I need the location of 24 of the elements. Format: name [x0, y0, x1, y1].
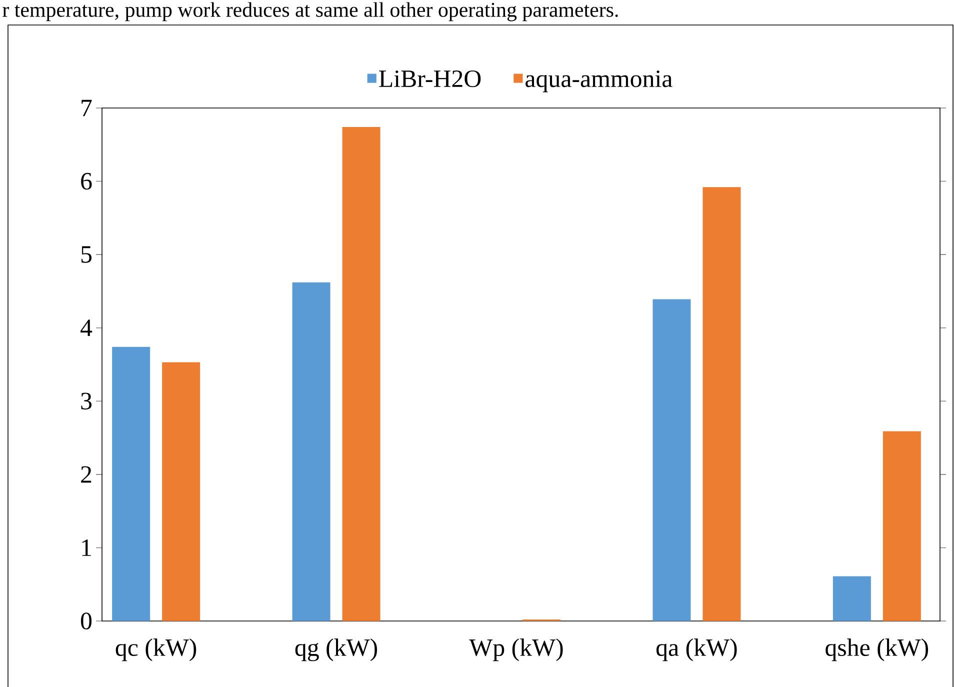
y-tick-label: 0 — [80, 612, 92, 630]
y-tick-label: 6 — [81, 172, 92, 190]
legend-label: LiBr-H2O — [379, 70, 481, 88]
bar — [832, 576, 871, 621]
bar — [342, 127, 380, 621]
x-tick-label: qa (kW) — [656, 638, 737, 662]
x-tick-label: Wp (kW) — [469, 638, 563, 662]
y-tick-label: 4 — [80, 320, 92, 336]
x-tick-label: qg (kW) — [295, 638, 378, 662]
bar — [702, 187, 741, 621]
bar — [882, 431, 921, 621]
x-tick-label: qc (kW) — [116, 638, 196, 662]
bar — [652, 299, 691, 621]
y-tick-label: 3 — [81, 392, 92, 410]
y-tick-label: 2 — [81, 466, 92, 483]
y-tick-label: 7 — [82, 100, 92, 116]
legend-label: aqua-ammonia — [526, 70, 672, 92]
bar — [162, 362, 200, 621]
text: r temperature, pump work reduces at same all other operating parameters. — [2, 2, 618, 22]
y-tick-label: 5 — [81, 246, 92, 263]
y-tick-label: 1 — [82, 540, 91, 556]
x-tick-label: qshe (kW) — [826, 638, 928, 662]
bar — [112, 346, 150, 621]
bar — [292, 282, 330, 621]
